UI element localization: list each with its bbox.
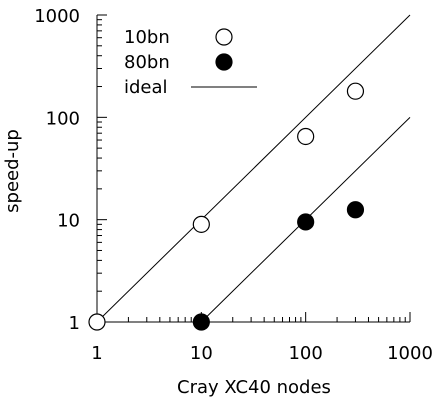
legend-label-80bn: 80bn [124,52,170,73]
y-tick-label: 1 [69,313,80,334]
data-point-10bn [346,82,365,100]
legend-marker-80bn [215,53,233,71]
data-point-10bn [297,127,315,146]
x-tick-label: 1 [91,343,102,364]
x-axis-label: Cray XC40 nodes [177,377,331,398]
y-tick-label: 1000 [34,6,80,27]
y-axis-label: speed-up [2,129,23,213]
data-points [88,82,365,331]
ideal-line [96,14,411,323]
data-point-10bn [88,313,106,331]
legend-label-10bn: 10bn [124,27,170,48]
y-tick-label: 10 [57,211,80,232]
x-tick-label: 10 [190,343,213,364]
data-point-10bn [192,215,210,233]
x-tick-label: 100 [288,343,322,364]
legend-label-ideal: ideal [124,77,168,98]
y-tick-label: 100 [46,108,80,129]
data-point-80bn [297,213,315,231]
data-point-80bn [346,201,365,219]
legend-marker-10bn [215,28,233,46]
x-tick-label: 1000 [387,343,433,364]
axes: 1 10 100 1000 1 10 100 1000 [34,6,433,364]
legend: 10bn 80bn ideal [124,27,257,98]
data-point-80bn [192,313,210,331]
